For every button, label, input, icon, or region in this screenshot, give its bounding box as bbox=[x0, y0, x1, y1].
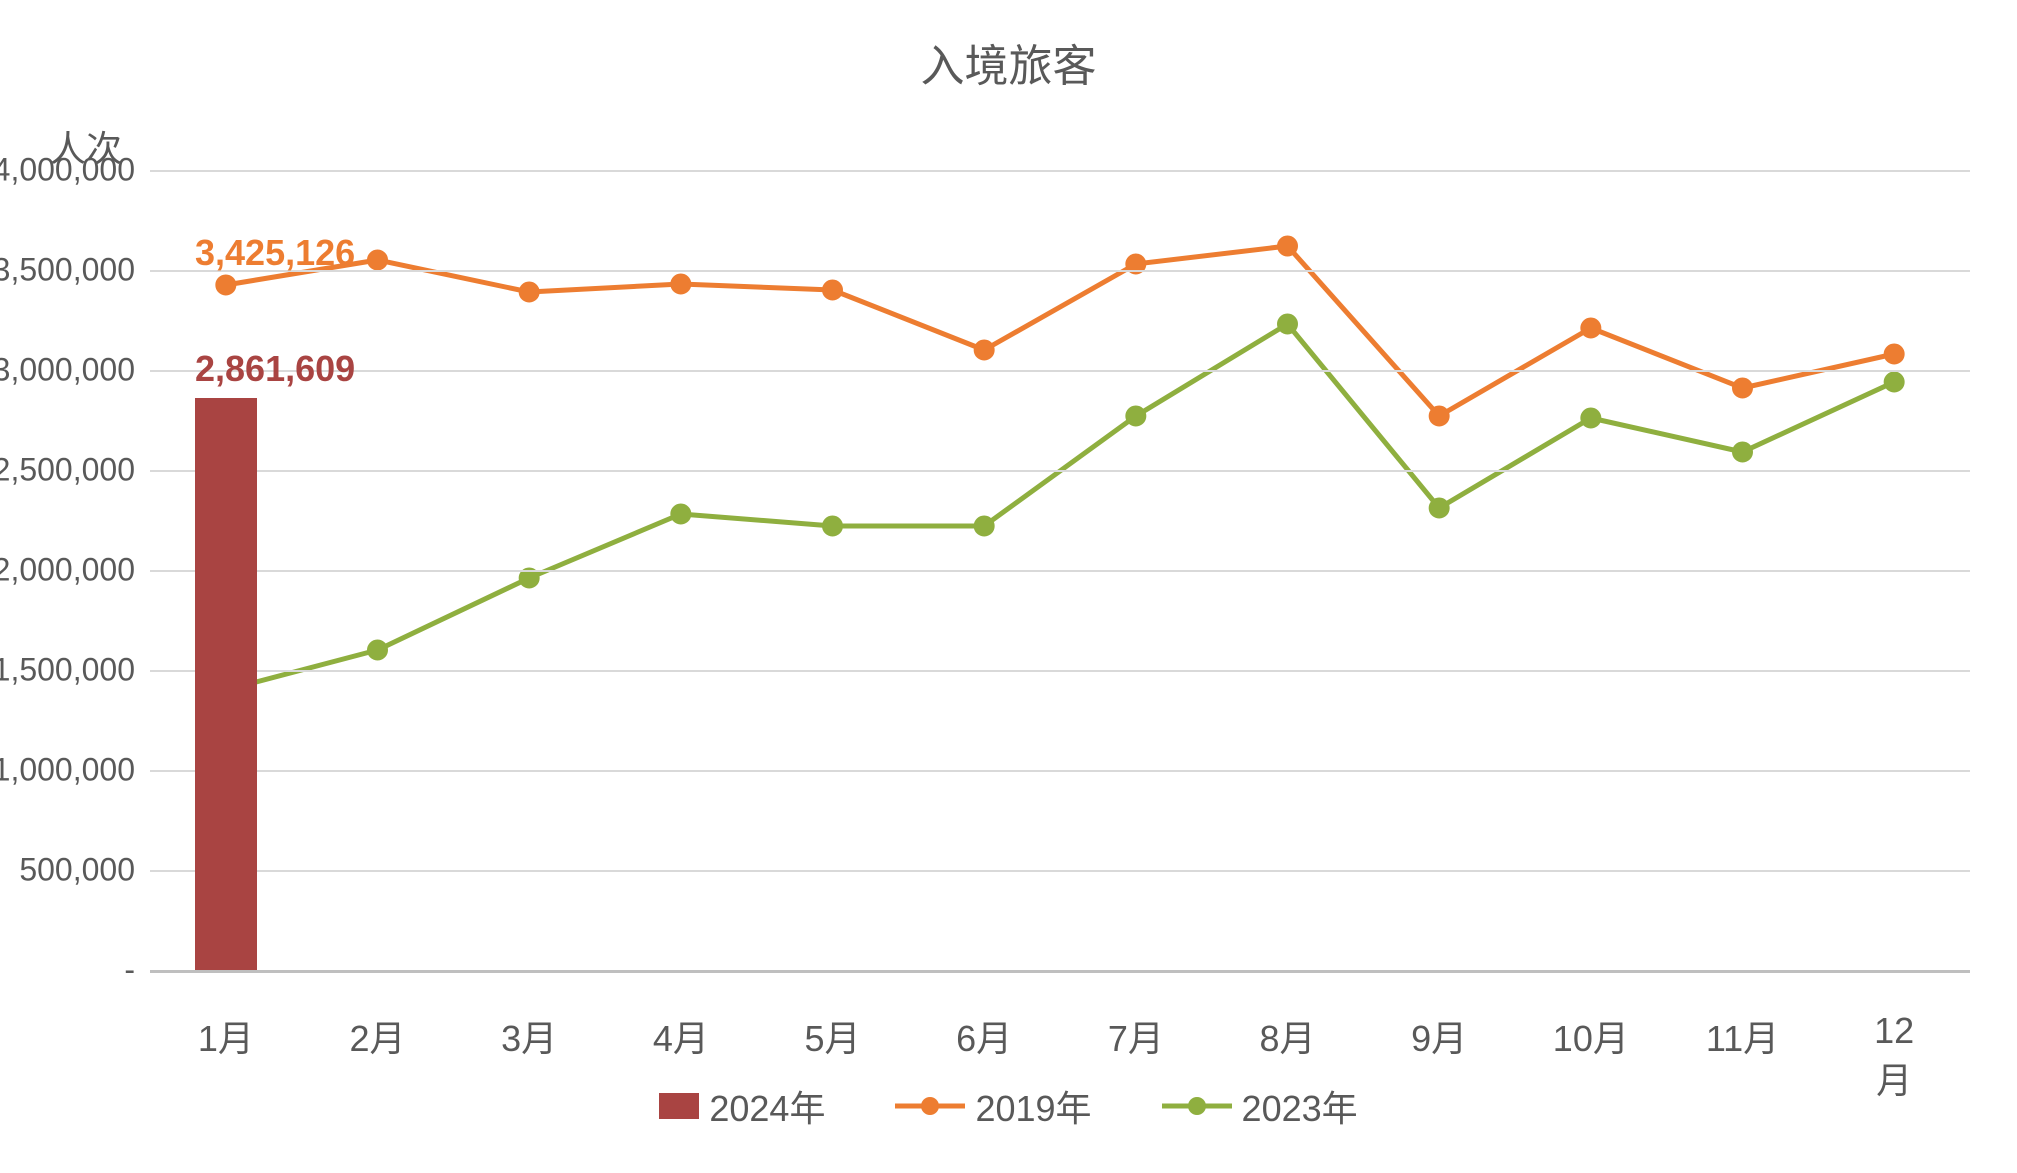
marker-2023年 bbox=[1581, 408, 1601, 428]
x-tick-label: 9月 bbox=[1411, 1010, 1467, 1062]
x-tick-label: 11月 bbox=[1706, 1010, 1779, 1062]
data-label-2024: 2,861,609 bbox=[195, 348, 355, 390]
gridline bbox=[150, 870, 1970, 872]
legend-swatch-bar bbox=[659, 1093, 699, 1119]
y-tick-label: 4,000,000 bbox=[0, 152, 135, 189]
marker-2019年 bbox=[1733, 378, 1753, 398]
legend-item: 2024年 bbox=[659, 1080, 825, 1132]
marker-2023年 bbox=[671, 504, 691, 524]
marker-2023年 bbox=[1278, 314, 1298, 334]
x-tick-label: 10月 bbox=[1553, 1010, 1629, 1062]
y-tick-label: 2,500,000 bbox=[0, 452, 135, 489]
marker-2019年 bbox=[823, 280, 843, 300]
gridline bbox=[150, 670, 1970, 672]
marker-2019年 bbox=[974, 340, 994, 360]
legend-label: 2024年 bbox=[709, 1080, 825, 1132]
gridline bbox=[150, 570, 1970, 572]
legend-label: 2023年 bbox=[1242, 1080, 1358, 1132]
marker-2019年 bbox=[368, 250, 388, 270]
gridline bbox=[150, 270, 1970, 272]
legend-item: 2023年 bbox=[1162, 1080, 1358, 1132]
marker-2019年 bbox=[519, 282, 539, 302]
marker-2019年 bbox=[1884, 344, 1904, 364]
y-tick-label: 1,000,000 bbox=[0, 752, 135, 789]
legend-item: 2019年 bbox=[895, 1080, 1091, 1132]
gridline bbox=[150, 170, 1970, 172]
marker-2023年 bbox=[1884, 372, 1904, 392]
gridline bbox=[150, 370, 1970, 372]
gridline bbox=[150, 970, 1970, 973]
y-tick-label: - bbox=[0, 952, 135, 989]
y-tick-label: 500,000 bbox=[0, 852, 135, 889]
legend: 2024年 2019年 2023年 bbox=[0, 1080, 2017, 1132]
marker-2023年 bbox=[1126, 406, 1146, 426]
chart-container: 入境旅客 人次 -500,0001,000,0001,500,0002,000,… bbox=[0, 0, 2017, 1173]
x-tick-label: 4月 bbox=[653, 1010, 709, 1062]
marker-2023年 bbox=[1733, 442, 1753, 462]
plot-area: -500,0001,000,0001,500,0002,000,0002,500… bbox=[150, 170, 1970, 970]
chart-title: 入境旅客 bbox=[0, 30, 2017, 94]
legend-swatch-line bbox=[1162, 1091, 1232, 1121]
y-tick-label: 2,000,000 bbox=[0, 552, 135, 589]
marker-2023年 bbox=[1429, 498, 1449, 518]
marker-2019年 bbox=[1429, 406, 1449, 426]
x-tick-label: 8月 bbox=[1259, 1010, 1315, 1062]
gridline bbox=[150, 770, 1970, 772]
x-tick-label: 5月 bbox=[804, 1010, 860, 1062]
marker-2019年 bbox=[216, 275, 236, 295]
y-tick-label: 3,500,000 bbox=[0, 252, 135, 289]
gridline bbox=[150, 470, 1970, 472]
marker-2023年 bbox=[823, 516, 843, 536]
marker-2019年 bbox=[1278, 236, 1298, 256]
line-2023年 bbox=[226, 324, 1894, 690]
data-label-2019年: 3,425,126 bbox=[195, 232, 355, 274]
marker-2023年 bbox=[974, 516, 994, 536]
marker-2019年 bbox=[1581, 318, 1601, 338]
marker-2023年 bbox=[368, 640, 388, 660]
y-tick-label: 3,000,000 bbox=[0, 352, 135, 389]
marker-2019年 bbox=[671, 274, 691, 294]
legend-swatch-line bbox=[895, 1091, 965, 1121]
x-tick-label: 2月 bbox=[349, 1010, 405, 1062]
y-tick-label: 1,500,000 bbox=[0, 652, 135, 689]
x-tick-label: 1月 bbox=[198, 1010, 254, 1062]
bar-2024 bbox=[195, 398, 257, 970]
legend-label: 2019年 bbox=[975, 1080, 1091, 1132]
x-tick-label: 3月 bbox=[501, 1010, 557, 1062]
x-tick-label: 6月 bbox=[956, 1010, 1012, 1062]
x-tick-label: 7月 bbox=[1108, 1010, 1164, 1062]
